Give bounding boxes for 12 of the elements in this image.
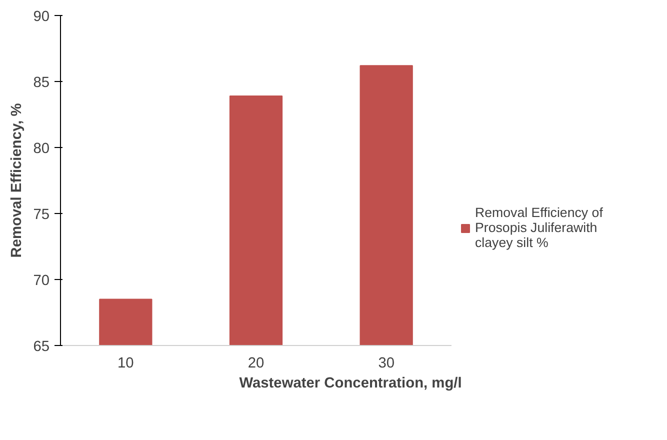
x-tick-label: 20 [248, 356, 264, 372]
y-axis-title: Removal Efficiency, % [9, 103, 26, 258]
y-tick-label: 75 [33, 207, 50, 223]
x-tick-label: 30 [378, 356, 395, 372]
y-tick-label: 70 [33, 273, 50, 289]
y-tick-label: 80 [33, 141, 50, 157]
x-tick-label: 10 [118, 356, 134, 372]
y-tick-label: 90 [33, 9, 50, 25]
y-tick-label: 65 [33, 339, 50, 355]
legend-label: Removal Efficiency of Prosopis Juliferawith clayey silt % [475, 205, 603, 250]
x-axis-title: Wastewater Concentration, mg/l [239, 376, 462, 392]
y-tick-label: 85 [33, 75, 50, 91]
